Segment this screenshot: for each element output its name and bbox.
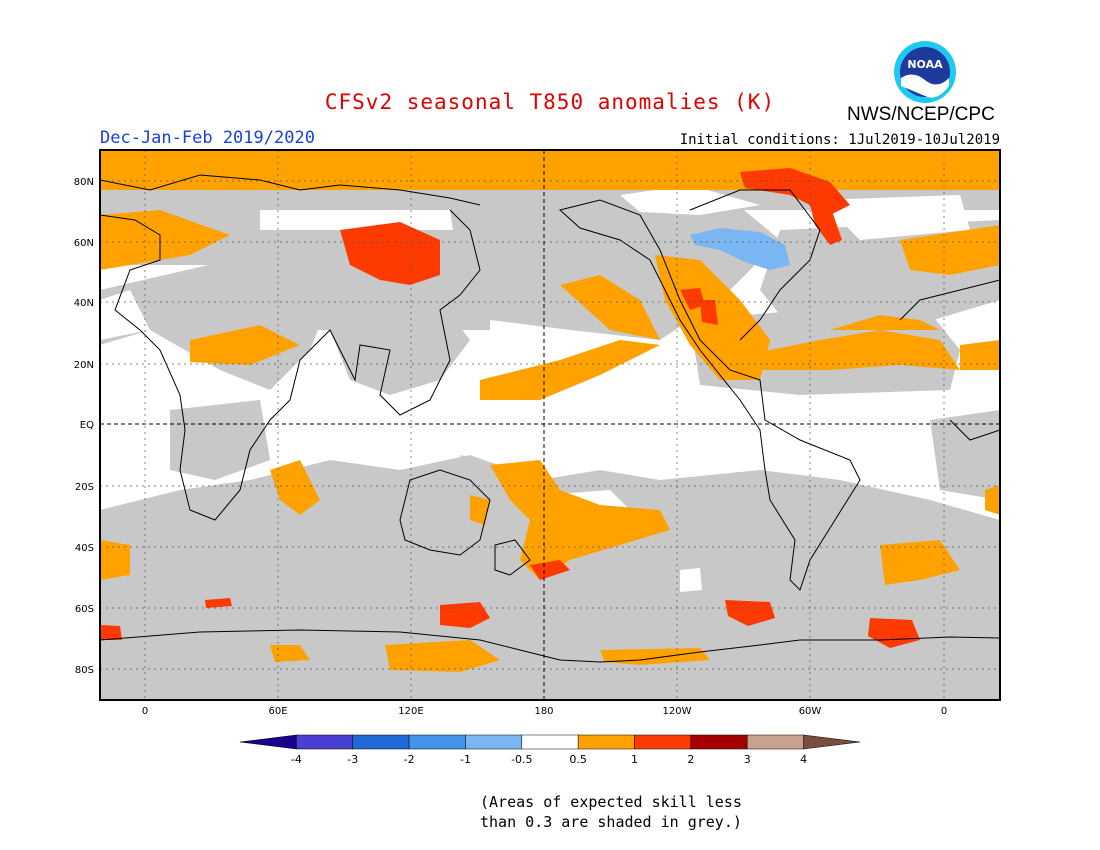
colorbar-label: -3 bbox=[347, 753, 358, 766]
lat-label-40N: 40N bbox=[74, 298, 94, 309]
colorbar: -4 -3 -2 -1 -0.5 0.5 1 2 3 4 bbox=[239, 734, 861, 766]
lat-label-60N: 60N bbox=[74, 238, 94, 249]
lat-label-80N: 80N bbox=[74, 177, 94, 188]
latitude-labels: 80N 60N 40N 20N EQ 20S 40S 60S 80S bbox=[74, 177, 94, 676]
lat-label-EQ: EQ bbox=[80, 420, 94, 431]
colorbar-swatch bbox=[352, 734, 410, 750]
svg-text:NOAA: NOAA bbox=[907, 58, 943, 71]
initial-conditions-label: Initial conditions: 1Jul2019-10Jul2019 bbox=[679, 132, 1000, 148]
graticule bbox=[100, 150, 1000, 700]
coastlines bbox=[100, 174, 1000, 663]
colorbar-label: 2 bbox=[687, 753, 694, 766]
lon-label-0: 0 bbox=[941, 706, 947, 717]
lon-label-120E: 120E bbox=[398, 706, 423, 717]
colorbar-label: 3 bbox=[744, 753, 751, 766]
colorbar-swatch bbox=[803, 734, 861, 750]
season-label: Dec-Jan-Feb 2019/2020 bbox=[100, 128, 315, 148]
colorbar-label: -4 bbox=[291, 753, 302, 766]
anomaly-red bbox=[100, 168, 920, 648]
colorbar-label: -1 bbox=[460, 753, 471, 766]
lat-label-80S: 80S bbox=[75, 665, 94, 676]
colorbar-label: -2 bbox=[404, 753, 415, 766]
skill-note-line-1: (Areas of expected skill less bbox=[480, 793, 742, 811]
lat-label-20N: 20N bbox=[74, 360, 94, 371]
colorbar-swatch bbox=[747, 734, 804, 750]
lon-label-120W: 120W bbox=[663, 706, 692, 717]
colorbar-label: 0.5 bbox=[569, 753, 587, 766]
lat-label-40S: 40S bbox=[75, 543, 94, 554]
colorbar-swatch bbox=[408, 734, 466, 750]
colorbar-swatch bbox=[465, 734, 523, 750]
map-frame bbox=[99, 149, 1001, 701]
noaa-logo: NOAA bbox=[894, 41, 956, 103]
anomaly-blue bbox=[690, 228, 790, 270]
colorbar-label: -0.5 bbox=[511, 753, 532, 766]
lon-label-60E: 60E bbox=[268, 706, 287, 717]
lat-label-20S: 20S bbox=[75, 482, 94, 493]
lat-label-60S: 60S bbox=[75, 604, 94, 615]
map-title: CFSv2 seasonal T850 anomalies (K) bbox=[324, 90, 776, 114]
colorbar-swatch bbox=[577, 734, 635, 750]
colorbar-swatch bbox=[521, 734, 579, 750]
skill-note-line-2: than 0.3 are shaded in grey.) bbox=[480, 813, 742, 831]
skill-note: (Areas of expected skill less than 0.3 a… bbox=[480, 792, 742, 832]
lon-label-0: 0 bbox=[142, 706, 148, 717]
longitude-labels: 0 60E 120E 180 120W 60W 0 bbox=[142, 706, 947, 717]
lon-label-180: 180 bbox=[534, 706, 553, 717]
colorbar-swatch bbox=[296, 734, 353, 750]
lon-label-60W: 60W bbox=[799, 706, 822, 717]
colorbar-swatch bbox=[239, 734, 297, 750]
colorbar-swatch bbox=[690, 734, 748, 750]
agency-label: NWS/NCEP/CPC bbox=[847, 104, 995, 125]
colorbar-label: 4 bbox=[800, 753, 807, 766]
colorbar-swatch bbox=[634, 734, 692, 750]
colorbar-label: 1 bbox=[631, 753, 638, 766]
